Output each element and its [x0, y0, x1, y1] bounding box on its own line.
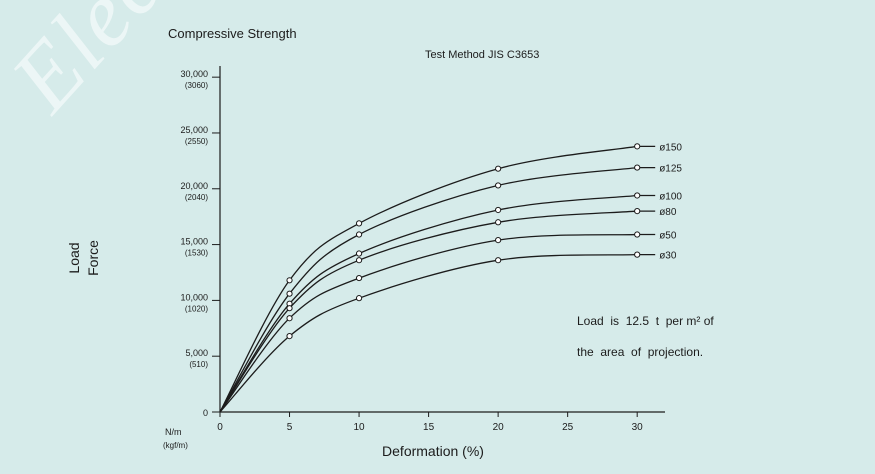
- data-point-marker: [355, 295, 363, 302]
- data-point-marker: [355, 250, 363, 257]
- data-point-marker: [355, 220, 363, 227]
- series-line-3: [219, 210, 656, 413]
- y-unit-sublabel: (kgf/m): [163, 441, 188, 450]
- data-point-marker: [634, 143, 641, 150]
- data-point-marker: [495, 206, 502, 214]
- axis-ticks: 0 5 10 15 20 25 30 0 5,000 (510) 10,000 (1020) 15,00…: [180, 69, 643, 433]
- y-tick-sublabel: (510): [189, 360, 208, 369]
- axes: [219, 66, 665, 413]
- series-label: ø125: [659, 164, 682, 175]
- series-line-4: [219, 233, 656, 413]
- x-tick-label: 15: [423, 422, 435, 433]
- y-tick-sublabel: (3060): [185, 81, 208, 90]
- data-point-marker: [286, 333, 293, 340]
- y-tick-label: 0: [203, 408, 208, 418]
- series-group: ø150 ø125 ø100 ø80 ø50 ø30: [219, 142, 682, 413]
- series-label: ø50: [659, 231, 677, 242]
- y-axis-label-load: Load: [66, 242, 82, 273]
- series-line-2: [219, 194, 656, 413]
- data-point-marker: [286, 277, 293, 284]
- data-point-marker: [495, 237, 502, 244]
- y-tick-label: 30,000: [180, 69, 208, 79]
- x-tick-label: 30: [632, 422, 644, 433]
- y-tick-sublabel: (1020): [185, 304, 208, 313]
- y-tick-label: 15,000: [180, 237, 208, 247]
- y-tick-sublabel: (1530): [185, 249, 208, 258]
- y-tick-label: 10,000: [180, 292, 208, 302]
- data-point-marker: [495, 165, 502, 172]
- x-tick-label: 20: [493, 422, 505, 433]
- x-tick-label: 0: [217, 422, 223, 433]
- data-point-marker: [495, 182, 502, 189]
- y-tick-label: 25,000: [180, 125, 208, 135]
- x-axis-label: Deformation (%): [382, 443, 484, 459]
- data-point-marker: [634, 231, 641, 238]
- chart-title: Compressive Strength: [168, 26, 297, 41]
- series-label: ø30: [659, 251, 677, 262]
- data-point-marker: [634, 207, 641, 215]
- data-point-marker: [495, 257, 502, 264]
- x-tick-label: 10: [354, 422, 366, 433]
- series-label: ø80: [659, 207, 677, 218]
- y-tick-sublabel: (2550): [185, 137, 208, 146]
- y-tick-sublabel: (2040): [185, 193, 208, 202]
- series-line-5: [219, 253, 656, 413]
- data-point-marker: [286, 290, 293, 297]
- series-label: ø100: [659, 191, 682, 202]
- data-point-marker: [286, 315, 293, 322]
- y-tick-label: 20,000: [180, 181, 208, 191]
- data-point-marker: [286, 305, 293, 312]
- x-tick-label: 5: [287, 422, 293, 433]
- annotation-line-1: Load is 12.5 t per m² of: [577, 314, 714, 328]
- data-point-marker: [355, 274, 363, 282]
- series-label: ø150: [659, 142, 682, 153]
- series-line-1: [219, 166, 656, 413]
- y-tick-label: 5,000: [185, 348, 208, 358]
- data-point-marker: [355, 257, 363, 264]
- annotation-line-2: the area of projection.: [577, 345, 703, 359]
- data-point-marker: [634, 164, 641, 171]
- y-axis-label-force: Force: [85, 240, 101, 276]
- data-point-marker: [355, 231, 363, 238]
- chart-subtitle: Test Method JIS C3653: [425, 49, 539, 61]
- x-tick-label: 25: [562, 422, 574, 433]
- series-line-0: [219, 145, 656, 413]
- y-unit-label: N/m: [165, 427, 182, 437]
- data-point-marker: [634, 192, 641, 199]
- data-point-marker: [495, 219, 502, 226]
- data-point-marker: [634, 251, 641, 258]
